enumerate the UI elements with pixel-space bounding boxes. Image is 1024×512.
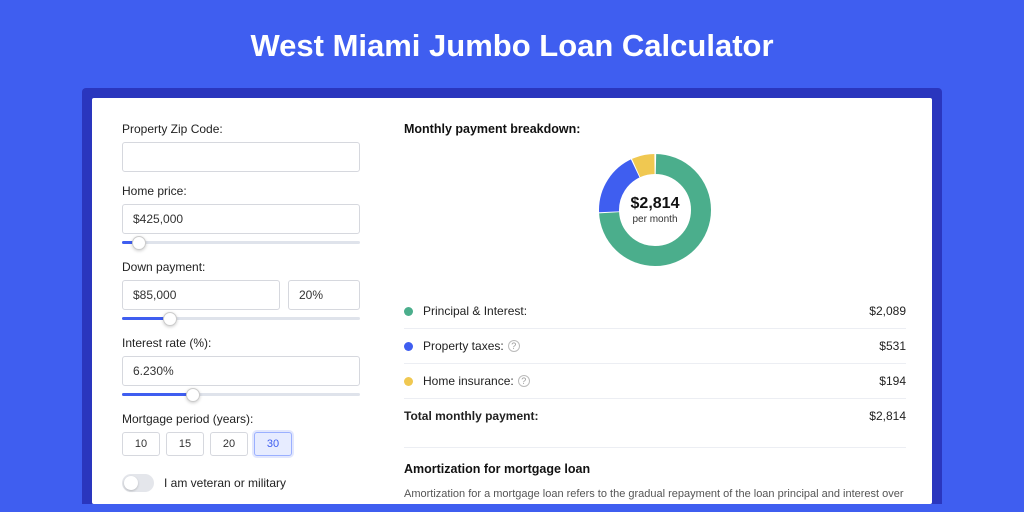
veteran-label: I am veteran or military bbox=[164, 476, 286, 490]
slider-thumb-icon[interactable] bbox=[186, 388, 200, 402]
interest-slider[interactable] bbox=[122, 388, 360, 400]
zip-field: Property Zip Code: bbox=[122, 122, 360, 172]
breakdown-list: Principal & Interest: $2,089 Property ta… bbox=[404, 294, 906, 433]
breakdown-label-text: Principal & Interest: bbox=[423, 304, 527, 318]
period-option-20[interactable]: 20 bbox=[210, 432, 248, 456]
interest-input[interactable] bbox=[122, 356, 360, 386]
breakdown-total-amount: $2,814 bbox=[869, 409, 906, 423]
amort-title: Amortization for mortgage loan bbox=[404, 462, 906, 476]
info-icon[interactable]: ? bbox=[518, 375, 530, 387]
period-label: Mortgage period (years): bbox=[122, 412, 360, 426]
calculator-card: Property Zip Code: Home price: Down paym… bbox=[92, 98, 932, 504]
home-price-field: Home price: bbox=[122, 184, 360, 248]
home-price-slider[interactable] bbox=[122, 236, 360, 248]
period-option-15[interactable]: 15 bbox=[166, 432, 204, 456]
down-payment-label: Down payment: bbox=[122, 260, 360, 274]
donut-area: $2,814 per month bbox=[404, 146, 906, 288]
card-container: Property Zip Code: Home price: Down paym… bbox=[82, 88, 942, 504]
slider-thumb-icon[interactable] bbox=[163, 312, 177, 326]
down-payment-input[interactable] bbox=[122, 280, 280, 310]
info-icon[interactable]: ? bbox=[508, 340, 520, 352]
legend-dot-icon bbox=[404, 377, 413, 386]
breakdown-row-total: Total monthly payment: $2,814 bbox=[404, 399, 906, 433]
breakdown-amount: $2,089 bbox=[869, 304, 906, 318]
breakdown-label-text: Home insurance: bbox=[423, 374, 514, 388]
donut-chart: $2,814 per month bbox=[595, 150, 715, 270]
veteran-toggle[interactable] bbox=[122, 474, 154, 492]
breakdown-panel: Monthly payment breakdown: $2,814 per mo… bbox=[382, 98, 932, 504]
down-payment-pct-input[interactable] bbox=[288, 280, 360, 310]
breakdown-label: Principal & Interest: bbox=[423, 304, 869, 318]
breakdown-amount: $194 bbox=[879, 374, 906, 388]
interest-label: Interest rate (%): bbox=[122, 336, 360, 350]
slider-thumb-icon[interactable] bbox=[132, 236, 146, 250]
slider-track bbox=[122, 241, 360, 244]
breakdown-row-insurance: Home insurance: ? $194 bbox=[404, 364, 906, 398]
breakdown-label: Property taxes: ? bbox=[423, 339, 879, 353]
breakdown-label: Home insurance: ? bbox=[423, 374, 879, 388]
period-option-30[interactable]: 30 bbox=[254, 432, 292, 456]
amort-text: Amortization for a mortgage loan refers … bbox=[404, 486, 906, 504]
breakdown-amount: $531 bbox=[879, 339, 906, 353]
form-panel: Property Zip Code: Home price: Down paym… bbox=[92, 98, 382, 504]
home-price-input[interactable] bbox=[122, 204, 360, 234]
breakdown-row-taxes: Property taxes: ? $531 bbox=[404, 329, 906, 363]
home-price-label: Home price: bbox=[122, 184, 360, 198]
page-title: West Miami Jumbo Loan Calculator bbox=[0, 0, 1024, 88]
interest-field: Interest rate (%): bbox=[122, 336, 360, 400]
period-field: Mortgage period (years): 10 15 20 30 bbox=[122, 412, 360, 456]
legend-dot-icon bbox=[404, 342, 413, 351]
toggle-knob-icon bbox=[124, 476, 138, 490]
donut-center: $2,814 per month bbox=[595, 150, 715, 270]
donut-sub: per month bbox=[632, 214, 677, 225]
zip-input[interactable] bbox=[122, 142, 360, 172]
slider-fill bbox=[122, 393, 193, 396]
legend-dot-icon bbox=[404, 307, 413, 316]
zip-label: Property Zip Code: bbox=[122, 122, 360, 136]
period-option-10[interactable]: 10 bbox=[122, 432, 160, 456]
breakdown-total-label: Total monthly payment: bbox=[404, 409, 869, 423]
veteran-row: I am veteran or military bbox=[122, 474, 360, 492]
breakdown-label-text: Property taxes: bbox=[423, 339, 504, 353]
breakdown-title: Monthly payment breakdown: bbox=[404, 122, 906, 136]
down-payment-field: Down payment: bbox=[122, 260, 360, 324]
donut-value: $2,814 bbox=[631, 195, 680, 213]
down-payment-slider[interactable] bbox=[122, 312, 360, 324]
breakdown-row-principal: Principal & Interest: $2,089 bbox=[404, 294, 906, 328]
period-options: 10 15 20 30 bbox=[122, 432, 360, 456]
